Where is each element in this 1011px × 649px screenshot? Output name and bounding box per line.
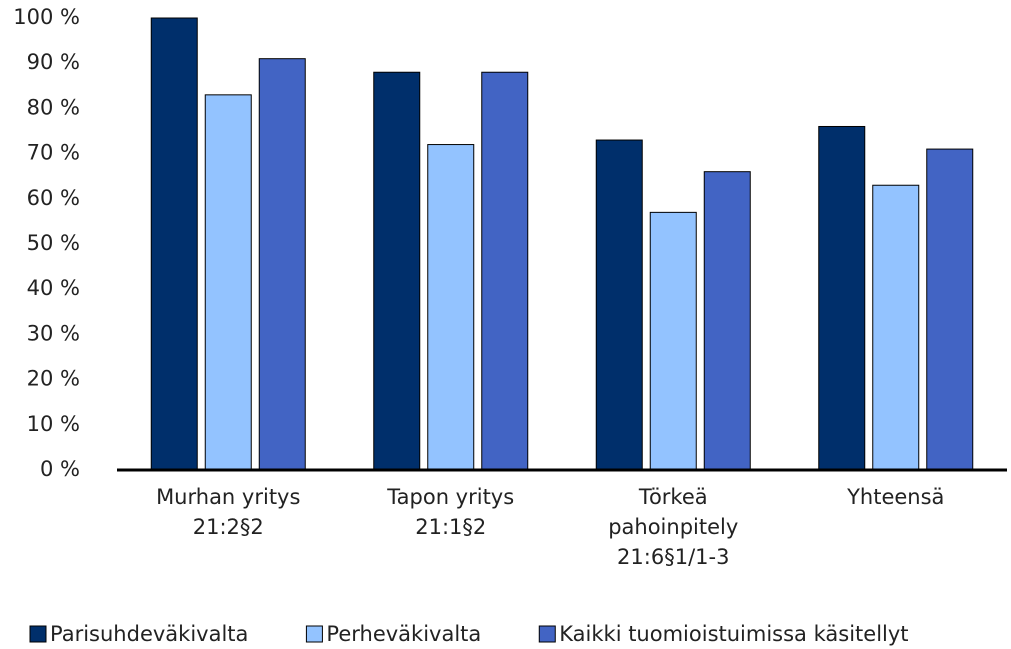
bar: [258, 58, 306, 471]
bar: [427, 144, 475, 471]
x-tick-label: Murhan yritys: [156, 485, 300, 509]
legend-swatch: [29, 625, 47, 643]
bar: [649, 211, 697, 471]
x-tick-label: pahoinpitely: [608, 515, 738, 539]
y-tick-label: 40 %: [27, 276, 80, 300]
bar: [373, 71, 421, 471]
x-tick-label: 21:2§2: [193, 515, 264, 539]
y-tick-label: 10 %: [27, 412, 80, 436]
bar: [481, 71, 529, 471]
y-tick-label: 20 %: [27, 367, 80, 391]
bar: [872, 184, 920, 471]
x-tick-label: Törkeä: [638, 485, 708, 509]
y-tick-label: 50 %: [27, 231, 80, 255]
legend-swatch: [538, 625, 556, 643]
y-tick-label: 100 %: [13, 5, 80, 29]
legend-label: Parisuhdeväkivalta: [50, 622, 248, 646]
y-tick-label: 80 %: [27, 95, 80, 119]
x-tick-label: Tapon yritys: [386, 485, 514, 509]
legend-swatch: [305, 625, 323, 643]
y-tick-label: 0 %: [40, 457, 80, 481]
bar: [150, 17, 198, 471]
y-tick-label: 90 %: [27, 50, 80, 74]
y-tick-label: 70 %: [27, 141, 80, 165]
bar: [703, 171, 751, 471]
bar: [926, 148, 974, 471]
y-tick-label: 60 %: [27, 186, 80, 210]
bar: [595, 139, 643, 471]
x-tick-label: 21:1§2: [415, 515, 486, 539]
bar: [204, 94, 252, 471]
y-tick-label: 30 %: [27, 321, 80, 345]
legend-label: Perheväkivalta: [326, 622, 481, 646]
x-tick-label: Yhteensä: [846, 485, 944, 509]
bar: [818, 125, 866, 471]
x-tick-label: 21:6§1/1-3: [617, 545, 729, 569]
legend-label: Kaikki tuomioistuimissa käsitellyt: [559, 622, 908, 646]
